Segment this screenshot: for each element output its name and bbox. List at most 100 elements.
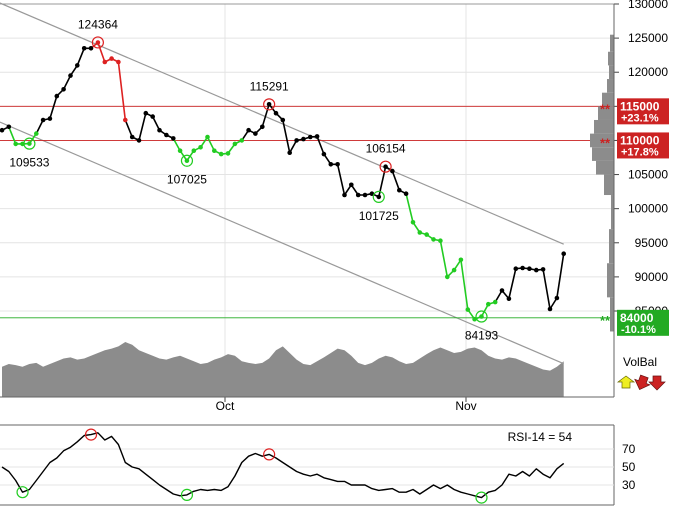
rsi-panel: 30 50 70 [0,424,636,506]
price-point [68,73,73,78]
rsi-line [1,432,565,499]
price-point [431,237,436,242]
price-point [492,299,498,305]
price-point [143,110,149,116]
price-point [301,136,306,142]
price-layer [0,40,566,322]
swing-high-marker [91,36,105,49]
y-tick-label: 130000 [628,0,668,11]
volume-profile-bar [609,229,614,264]
volume-profile-bar [590,133,614,148]
level-tag-value: 110000 [620,133,660,147]
price-point [253,131,258,136]
y-tick-label: 100000 [628,202,668,216]
volume-profile-bar [609,65,614,80]
price-point [424,232,430,237]
price-point [520,265,525,271]
swing-low-marker [372,190,385,203]
price-point [27,141,32,146]
price-point [547,306,553,312]
price-point [198,145,203,150]
y-tick-label: 105000 [628,168,668,182]
levels-layer [0,105,614,319]
swing-high-label: 124364 [78,17,118,31]
volume-profile-bar [607,79,614,93]
rsi-tick-label: 50 [622,460,636,474]
volume-profile-bar [607,263,614,298]
price-point [109,56,114,61]
price-point [239,138,245,143]
price-point [554,295,560,301]
price-point [280,117,286,123]
price-point [61,87,66,92]
volume-profile-bar [596,160,614,175]
price-point [362,192,368,198]
price-point [81,46,87,51]
price-point [123,117,128,123]
rsi-low-marker [16,486,29,499]
price-point [260,124,265,130]
price-point [287,150,293,155]
price-point [150,114,155,119]
swing-low-label: 107025 [167,173,207,187]
price-point [438,238,443,243]
annotation-layer: 109533 124364 107025 115291 101725 106154 8419… [9,17,498,342]
swing-low-marker [180,154,194,167]
price-point [410,220,416,225]
price-point [458,257,464,263]
price-point [47,116,53,121]
channel-upper-line [0,2,564,245]
volbal-label: VolBal [623,355,657,369]
volume-area [2,342,564,397]
y-tick-label: 90000 [635,270,669,284]
price-point [184,158,190,163]
rsi-low-marker [475,491,488,504]
price-point [40,117,46,123]
y-tick-label: 120000 [628,65,668,79]
price-point [527,266,532,272]
down-arrow-icon [648,375,666,391]
price-point [328,162,334,167]
price-point [397,187,402,193]
level-tag-value: 84000 [620,311,654,325]
volume-profile-bar [602,92,614,107]
x-tick-label: Nov [455,399,476,413]
price-point [383,164,388,169]
price-point [445,274,450,280]
price-point [335,162,340,167]
price-point [218,151,224,157]
level-tag-box [617,309,669,336]
price-point [75,63,80,68]
level-tag-change: -10.1% [621,324,656,336]
x-tick-label: Oct [216,399,235,413]
swing-high-marker [263,98,276,111]
volume-profile-bar [611,195,614,230]
price-point [191,148,197,153]
price-point [513,266,519,272]
price-point [451,267,457,273]
price-point [95,40,101,45]
level-tag-box [617,98,669,125]
volume-layer [2,342,564,397]
y-tick-label: 125000 [628,31,668,45]
level-marker: ** [600,135,611,150]
price-point [13,141,18,147]
volume-profile-bar [610,34,614,52]
swing-high-marker [379,160,392,173]
price-point [534,267,539,273]
price-point [164,132,169,138]
swing-low-label: 109533 [9,156,49,170]
volume-profile-bar [610,297,614,332]
price-point [88,46,94,51]
up-arrow-icon [616,375,636,389]
price-point [54,93,60,99]
price-point [177,148,183,153]
price-point [102,59,108,65]
price-point [417,230,423,235]
level-tags-layer: ** 115000+23.1% ** 110000+17.8% ** 84000-10.1… [600,98,669,336]
price-point [506,296,512,302]
price-point [479,314,484,319]
channel-lower-line [0,121,564,365]
rsi-high-marker [263,448,276,461]
